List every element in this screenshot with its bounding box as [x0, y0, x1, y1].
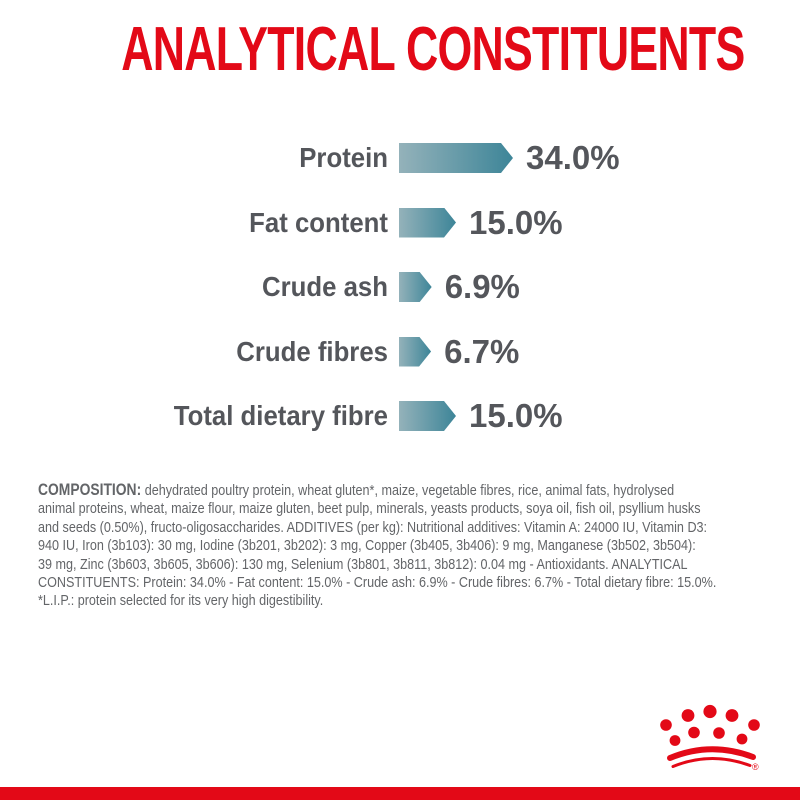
page-title-text: ANALYTICAL CONSTITUENTS — [121, 15, 745, 84]
bar-row: Protein 34.0% — [38, 139, 619, 176]
composition-line: CONSTITUENTS: Protein: 34.0% - Fat conte… — [38, 574, 717, 592]
bar-label: Crude ash — [262, 271, 388, 302]
bar — [399, 208, 456, 238]
bar-value: 6.7% — [444, 332, 520, 370]
composition-line: 39 mg, Zinc (3b603, 3b605, 3b606): 130 m… — [38, 555, 688, 573]
crown-dot — [681, 709, 695, 722]
crown-band-thin — [671, 757, 752, 768]
crown-dot — [660, 719, 672, 731]
crown-dot — [748, 719, 760, 731]
composition-line: 940 IU, Iron (3b103): 30 mg, Iodine (3b2… — [38, 537, 696, 555]
crown-dot — [725, 709, 739, 722]
bar-label: Total dietary fibre — [173, 400, 388, 431]
bar-row: Total dietary fibre 15.0% — [38, 397, 620, 434]
analytical-constituents-chart: Protein 34.0% Fat content 15.0% Crude as… — [38, 139, 620, 466]
bar — [399, 337, 431, 367]
bar — [399, 143, 513, 173]
crown-dot — [736, 733, 748, 745]
bar-row: Crude ash 6.9% — [38, 268, 620, 305]
bar-label: Protein — [299, 142, 388, 173]
composition-line: and seeds (0.50%), fructo-oligosaccharid… — [38, 518, 708, 536]
bar-value: 15.0% — [469, 397, 563, 434]
bar-row: Crude fibres 6.7% — [38, 333, 620, 370]
composition-line: *L.I.P.: protein selected for its very h… — [38, 592, 324, 610]
crown-band — [667, 746, 756, 761]
bar-row: Fat content 15.0% — [38, 204, 620, 241]
composition-line: COMPOSITION: dehydrated poultry protein,… — [38, 481, 794, 500]
bar-label: Fat content — [249, 206, 388, 238]
royal-canin-crown-logo: ® — [660, 704, 760, 772]
bar-value: 34.0% — [526, 139, 620, 176]
bar — [399, 401, 456, 431]
crown-dot — [669, 735, 681, 746]
composition-line: animal proteins, wheat, maize flour, mai… — [38, 500, 701, 518]
crown-dot — [713, 727, 725, 739]
bottom-red-bar — [0, 787, 800, 800]
crown-dot — [688, 726, 700, 739]
crown-dot — [703, 704, 717, 719]
composition-label: COMPOSITION: — [38, 481, 142, 499]
bar-value: 6.9% — [444, 268, 520, 305]
bar — [399, 272, 432, 302]
bar-label: Crude fibres — [236, 335, 388, 367]
bar-value: 15.0% — [469, 203, 563, 241]
composition-text: COMPOSITION: dehydrated poultry protein,… — [38, 481, 794, 611]
page-title: ANALYTICAL CONSTITUENTS — [0, 14, 800, 85]
composition-line-text: dehydrated poultry protein, wheat gluten… — [144, 482, 675, 499]
registered-trademark-symbol: ® — [752, 762, 759, 772]
